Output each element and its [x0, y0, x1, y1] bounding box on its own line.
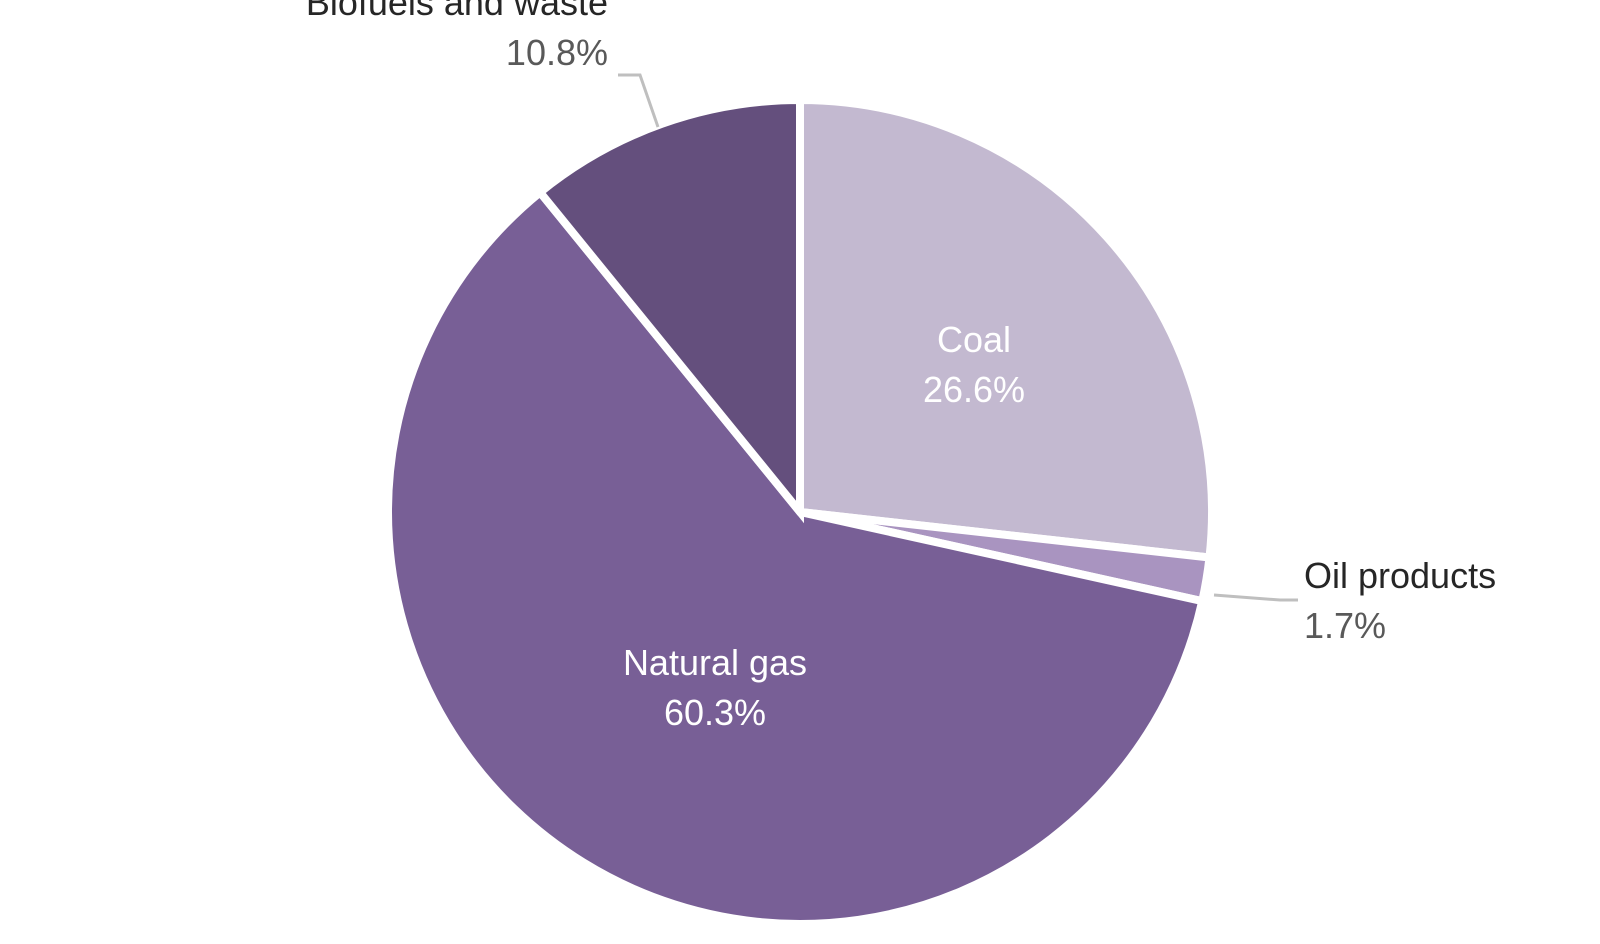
slice-labels: Coal 26.6% Oil products 1.7% Natural gas 60.3… [306, 0, 1496, 733]
leader-line-oil-products [1213, 593, 1298, 602]
leader-line-biofuels-and-waste [618, 73, 660, 128]
pie-slices [384, 95, 1216, 929]
slice-value-biofuels-and-waste: 10.8% [506, 32, 608, 73]
slice-value-natural-gas: 60.3% [664, 692, 766, 733]
pie-slice-natural-gas [384, 186, 1208, 929]
slice-label-coal: Coal [937, 319, 1011, 360]
slice-label-oil-products: Oil products [1304, 555, 1496, 596]
slice-value-coal: 26.6% [923, 369, 1025, 410]
leader-lines [618, 73, 1298, 602]
slice-value-oil-products: 1.7% [1304, 605, 1386, 646]
slice-label-biofuels-and-waste: Biofuels and waste [306, 0, 608, 23]
pie-slice-biofuels-and-waste [534, 95, 804, 524]
pie-slice-coal [796, 95, 1216, 562]
slice-label-natural-gas: Natural gas [623, 642, 807, 683]
